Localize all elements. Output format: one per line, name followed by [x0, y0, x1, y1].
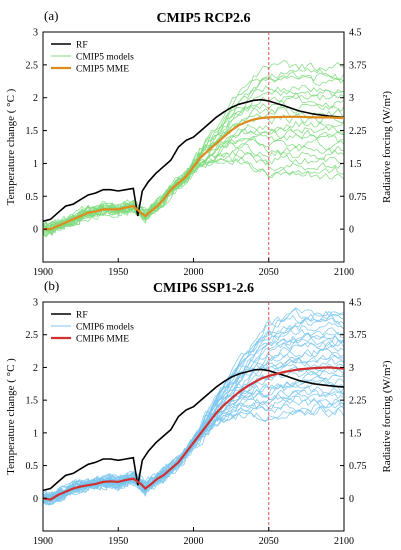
model-line	[43, 327, 344, 502]
y2-tick-label: 4.5	[349, 28, 362, 39]
model-line	[43, 334, 344, 499]
model-line	[43, 85, 344, 232]
model-line	[43, 308, 344, 506]
y2-tick-label: 4.5	[349, 298, 362, 309]
y2-tick-label: 1.5	[349, 159, 362, 170]
rf-line	[42, 98, 345, 223]
panel-b: 1900 1950 2000 2050 2100 0 0.5 1 1.5 2 2.5 3 0 0.75 1.…	[5, 278, 393, 547]
y2-tick-label: 2.25	[349, 396, 367, 407]
y-tick-label: 0.5	[26, 192, 39, 203]
x-tick-label: 1950	[108, 536, 128, 547]
model-line	[43, 156, 344, 238]
y-tick-label: 0.5	[26, 461, 39, 472]
y-tick-label: 2	[33, 363, 38, 374]
rf-line	[42, 368, 345, 492]
legend-label: RF	[76, 311, 88, 321]
model-line	[43, 340, 344, 500]
panel-a: 1900 1950 2000 2050 2100 0 0.5 1 1.5 2 2.5 3 0 0.75 1.…	[5, 8, 393, 278]
model-line	[43, 143, 344, 234]
y2-tick-label: 3.75	[349, 330, 367, 341]
model-line	[43, 59, 344, 234]
x-tick-label: 2050	[259, 267, 279, 278]
y2-axis-label: Radiative forcing (W/m²)	[381, 91, 393, 203]
x-tick-label: 2000	[184, 536, 204, 547]
y-tick-label: 3	[33, 298, 38, 309]
y2-tick-label: 0.75	[349, 192, 367, 203]
y-tick-label: 1	[33, 159, 38, 170]
legend-label: CMIP5 MME	[76, 65, 129, 75]
x-tick-label: 2000	[184, 267, 204, 278]
y-axis-label: Temperature change ( °C )	[5, 358, 17, 475]
model-line	[43, 340, 344, 502]
panel-label: (a)	[44, 8, 58, 23]
x-tick-label: 1900	[33, 267, 53, 278]
y-tick-label: 2	[33, 93, 38, 104]
chart-title: CMIP5 RCP2.6	[156, 11, 250, 26]
mme-line	[42, 366, 345, 501]
chart-title: CMIP6 SSP1-2.6	[153, 281, 254, 296]
model-line	[43, 352, 344, 501]
model-lines	[43, 59, 344, 238]
x-tick-label: 2050	[259, 536, 279, 547]
y2-tick-label: 0.75	[349, 461, 367, 472]
mme-line	[43, 115, 345, 231]
legend-label: CMIP6 MME	[76, 335, 129, 345]
y-axis-label: Temperature change ( °C )	[5, 88, 17, 205]
x-tick-label: 2100	[334, 536, 354, 547]
y2-tick-label: 3.75	[349, 60, 367, 71]
y-tick-label: 0	[33, 225, 38, 236]
y-tick-label: 1.5	[26, 396, 39, 407]
y-tick-label: 3	[33, 28, 38, 39]
legend-label: CMIP5 models	[76, 53, 134, 63]
y-tick-label: 2.5	[26, 60, 39, 71]
legend-label: RF	[76, 41, 88, 51]
y-tick-label: 2.5	[26, 330, 39, 341]
model-line	[43, 125, 344, 234]
y-tick-label: 1	[33, 428, 38, 439]
y2-tick-label: 0	[349, 494, 354, 505]
x-tick-label: 1950	[108, 267, 128, 278]
y2-axis-label: Radiative forcing (W/m²)	[381, 360, 393, 472]
legend-label: CMIP6 models	[76, 323, 134, 333]
y-tick-label: 1.5	[26, 126, 39, 137]
y2-tick-label: 3	[349, 93, 354, 104]
y2-tick-label: 3	[349, 363, 354, 374]
y2-tick-label: 0	[349, 225, 354, 236]
y2-tick-label: 2.25	[349, 126, 367, 137]
panel-label: (b)	[44, 278, 59, 293]
x-tick-label: 1900	[33, 536, 53, 547]
y-tick-label: 0	[33, 494, 38, 505]
y2-tick-label: 1.5	[349, 428, 362, 439]
x-tick-label: 2100	[334, 267, 354, 278]
